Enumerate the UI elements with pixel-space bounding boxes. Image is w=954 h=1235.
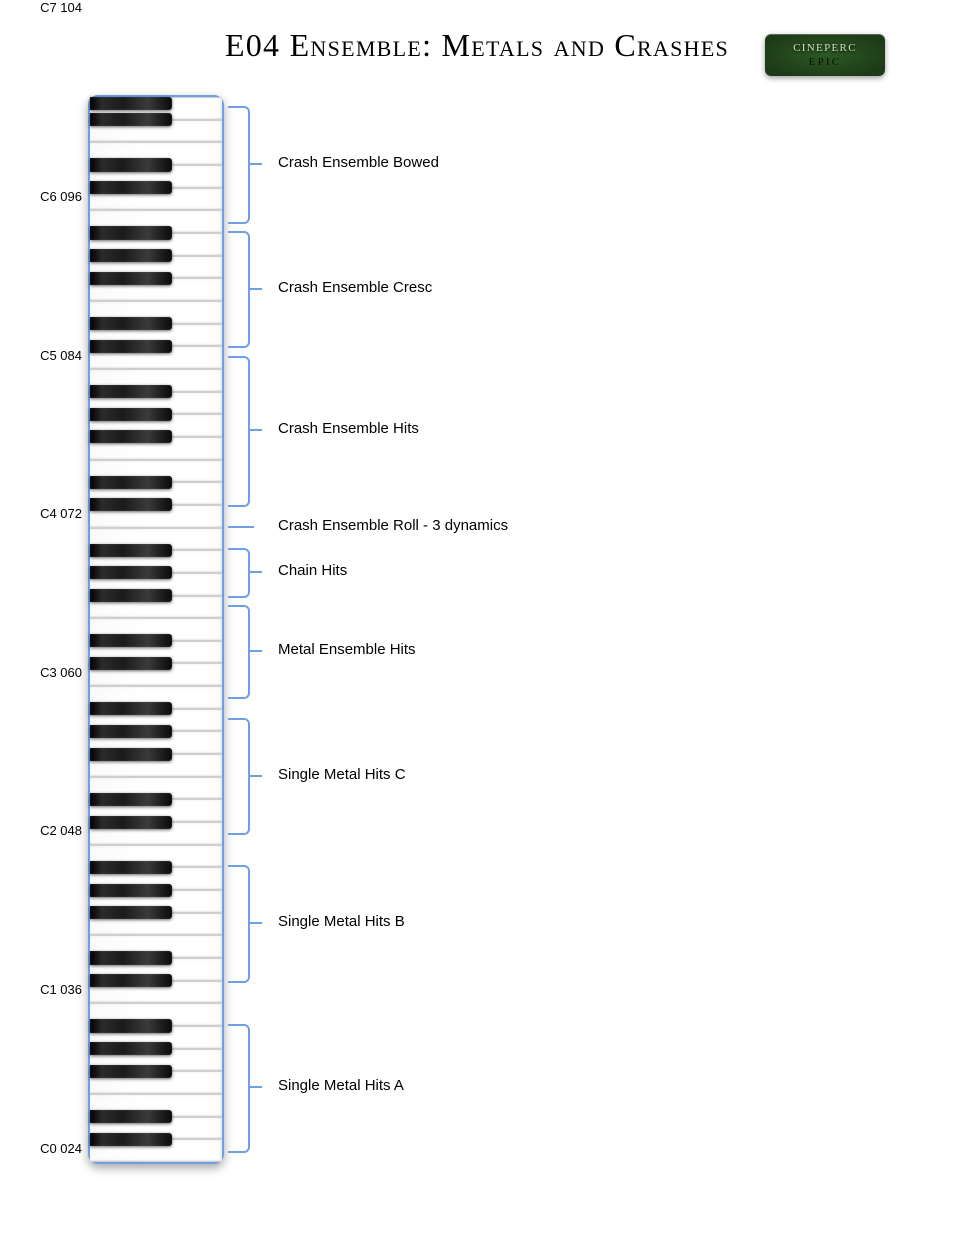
octave-label: C4 072 bbox=[30, 506, 82, 521]
black-key bbox=[90, 249, 172, 262]
black-key bbox=[90, 906, 172, 919]
range-label: Crash Ensemble Bowed bbox=[278, 154, 439, 171]
black-key bbox=[90, 1110, 172, 1123]
black-key bbox=[90, 748, 172, 761]
black-key bbox=[90, 226, 172, 239]
range-tick bbox=[248, 429, 262, 431]
black-key bbox=[90, 544, 172, 557]
range-bracket bbox=[228, 1024, 250, 1153]
black-key bbox=[90, 861, 172, 874]
black-key bbox=[90, 816, 172, 829]
black-key bbox=[90, 702, 172, 715]
black-key bbox=[90, 430, 172, 443]
octave-label: C3 060 bbox=[30, 665, 82, 680]
range-label: Crash Ensemble Roll - 3 dynamics bbox=[278, 517, 508, 534]
black-key bbox=[90, 181, 172, 194]
range-tick bbox=[248, 922, 262, 924]
range-tick bbox=[248, 650, 262, 652]
range-tick bbox=[248, 288, 262, 290]
black-key bbox=[90, 589, 172, 602]
range-label: Single Metal Hits A bbox=[278, 1077, 404, 1094]
octave-label: C7 104 bbox=[30, 0, 82, 15]
range-bracket bbox=[228, 865, 250, 982]
range-bracket bbox=[228, 718, 250, 835]
range-tick bbox=[228, 526, 254, 528]
range-tick bbox=[248, 571, 262, 573]
black-key bbox=[90, 1133, 172, 1146]
black-key bbox=[90, 884, 172, 897]
octave-label: C1 036 bbox=[30, 982, 82, 997]
black-key bbox=[90, 317, 172, 330]
range-bracket bbox=[228, 231, 250, 348]
range-bracket bbox=[228, 548, 250, 597]
black-key bbox=[90, 272, 172, 285]
range-label: Crash Ensemble Cresc bbox=[278, 279, 432, 296]
black-key bbox=[90, 725, 172, 738]
page-title: E04 Ensemble: Metals and Crashes bbox=[127, 28, 827, 63]
black-key bbox=[90, 951, 172, 964]
logo-line2: EPIC bbox=[809, 56, 842, 68]
range-label: Crash Ensemble Hits bbox=[278, 420, 419, 437]
keyboard bbox=[88, 95, 224, 1164]
black-key bbox=[90, 385, 172, 398]
black-key bbox=[90, 340, 172, 353]
range-bracket bbox=[228, 605, 250, 700]
black-key bbox=[90, 566, 172, 579]
black-key bbox=[90, 408, 172, 421]
range-tick bbox=[248, 163, 262, 165]
black-key bbox=[90, 793, 172, 806]
black-key bbox=[90, 1042, 172, 1055]
logo-line1: CINEPERC bbox=[793, 42, 857, 54]
octave-label: C2 048 bbox=[30, 823, 82, 838]
range-label: Single Metal Hits B bbox=[278, 913, 405, 930]
octave-label: C0 024 bbox=[30, 1141, 82, 1156]
range-bracket bbox=[228, 356, 250, 507]
octave-label: C6 096 bbox=[30, 189, 82, 204]
octave-label: C5 084 bbox=[30, 348, 82, 363]
range-label: Single Metal Hits C bbox=[278, 766, 406, 783]
black-key bbox=[90, 657, 172, 670]
range-label: Metal Ensemble Hits bbox=[278, 641, 416, 658]
black-key bbox=[90, 634, 172, 647]
logo-badge: CINEPERC EPIC bbox=[765, 34, 885, 76]
black-key bbox=[90, 1019, 172, 1032]
black-key bbox=[90, 113, 172, 126]
range-tick bbox=[248, 775, 262, 777]
black-key bbox=[90, 158, 172, 171]
black-key bbox=[90, 1065, 172, 1078]
black-key bbox=[90, 974, 172, 987]
black-key bbox=[90, 476, 172, 489]
range-label: Chain Hits bbox=[278, 562, 347, 579]
black-key bbox=[90, 97, 172, 110]
range-bracket bbox=[228, 106, 250, 223]
black-key bbox=[90, 498, 172, 511]
range-tick bbox=[248, 1086, 262, 1088]
